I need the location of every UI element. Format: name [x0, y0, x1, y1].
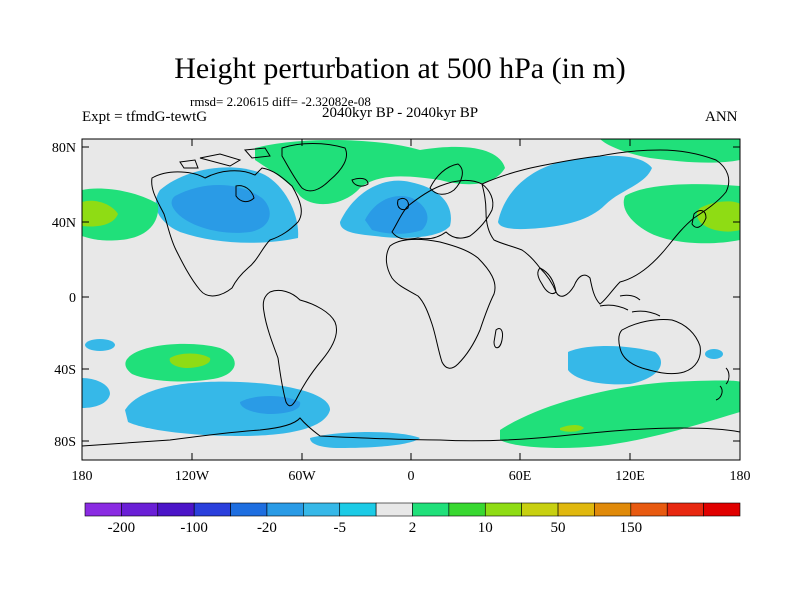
lon-label-120w: 120W: [175, 469, 210, 484]
colorbar-swatch: [557, 502, 595, 517]
coast-antarctica: [82, 417, 740, 447]
lon-ticks: [81, 139, 741, 460]
coast-japan: [691, 210, 707, 228]
coast-north-america: [151, 167, 302, 297]
colorbar-label: -100: [180, 520, 208, 536]
anomaly-west-blue: [85, 339, 115, 351]
coast-indonesia: [599, 294, 661, 317]
colorbar: [84, 502, 741, 517]
coast-europe: [391, 179, 494, 240]
colorbar-swatch: [594, 502, 632, 517]
coast-india: [537, 267, 557, 295]
coast-arctic-islands: [179, 147, 271, 169]
colorbar-swatch: [448, 502, 486, 517]
colorbar-label: -5: [333, 520, 346, 536]
colorbar-swatch: [339, 502, 377, 517]
colorbar-label: -20: [257, 520, 277, 536]
anomaly-southern-ocean-yellow: [560, 425, 584, 432]
lat-label-40s: 40S: [54, 363, 76, 378]
anomaly-n-america-deepblue: [171, 184, 270, 233]
colorbar-swatch: [375, 502, 413, 517]
lon-label-180e: 180: [730, 469, 751, 484]
anomaly-southern-ocean-green: [500, 380, 740, 448]
anomaly-sw-edge-blue: [82, 378, 110, 408]
colorbar-swatch: [630, 502, 668, 517]
anomaly-atlantic-deepblue: [365, 196, 428, 234]
anomaly-tasman-blue: [705, 349, 723, 359]
colorbar-swatch: [121, 502, 159, 517]
contour-fields: [82, 139, 740, 448]
period-label: 2040kyr BP - 2040kyr BP: [322, 105, 479, 121]
coast-africa: [385, 238, 496, 369]
stats-label: rmsd= 2.20615 diff= -2.32082e-08: [190, 94, 371, 109]
colorbar-label: 50: [551, 520, 566, 536]
coast-scandinavia: [429, 163, 463, 195]
coast-iceland: [351, 177, 369, 187]
colorbar-swatch: [703, 502, 741, 517]
anomaly-south-pacific-yellow: [169, 353, 211, 368]
lon-label-60e: 60E: [509, 469, 532, 484]
map-title: Height perturbation at 500 hPa (in m): [174, 52, 626, 85]
colorbar-label: 150: [620, 520, 643, 536]
coast-madagascar: [493, 327, 503, 349]
coastlines: [82, 143, 740, 447]
colorbar-labels: -200 -100 -20 -5 2 10 50 150: [108, 520, 642, 536]
season-label: ANN: [705, 109, 738, 125]
lat-label-80s: 80S: [54, 435, 76, 450]
colorbar-label: 10: [478, 520, 493, 536]
lat-ticks: [82, 146, 740, 442]
colorbar-swatch: [521, 502, 559, 517]
colorbar-swatch: [84, 502, 122, 517]
colorbar-swatch: [193, 502, 231, 517]
anomaly-indian-blue: [568, 346, 662, 385]
lon-label-60w: 60W: [288, 469, 316, 484]
anomaly-antarctic-blue: [310, 432, 420, 448]
colorbar-swatch: [484, 502, 522, 517]
colorbar-label: -200: [108, 520, 136, 536]
lat-label-40n: 40N: [52, 216, 76, 231]
coast-british-isles: [397, 197, 409, 211]
coast-asia: [481, 149, 730, 305]
anomaly-asia-blue: [498, 155, 652, 230]
colorbar-swatch: [157, 502, 195, 517]
colorbar-swatch: [230, 502, 268, 517]
colorbar-swatch: [303, 502, 341, 517]
coast-greenland: [281, 143, 347, 192]
coast-south-america: [262, 289, 337, 407]
anomaly-greenland-green: [255, 139, 505, 205]
colorbar-label: 2: [409, 520, 417, 536]
experiment-label: Expt = tfmdG-tewtG: [82, 109, 208, 125]
colorbar-swatch: [266, 502, 304, 517]
anomaly-pacific-west-yellow: [82, 200, 118, 227]
colorbar-swatch: [412, 502, 450, 517]
lat-label-80n: 80N: [52, 141, 76, 156]
anomaly-south-america-blue: [125, 381, 330, 436]
lat-label-0: 0: [69, 291, 76, 306]
coast-hudson-bay: [235, 185, 255, 203]
lon-label-120e: 120E: [615, 469, 645, 484]
colorbar-swatch: [666, 502, 704, 517]
lon-label-0: 0: [408, 469, 415, 484]
coast-new-zealand: [715, 367, 730, 401]
coast-australia: [618, 319, 701, 375]
lon-label-180w: 180: [72, 469, 93, 484]
anomaly-pacific-west-green: [82, 188, 159, 241]
